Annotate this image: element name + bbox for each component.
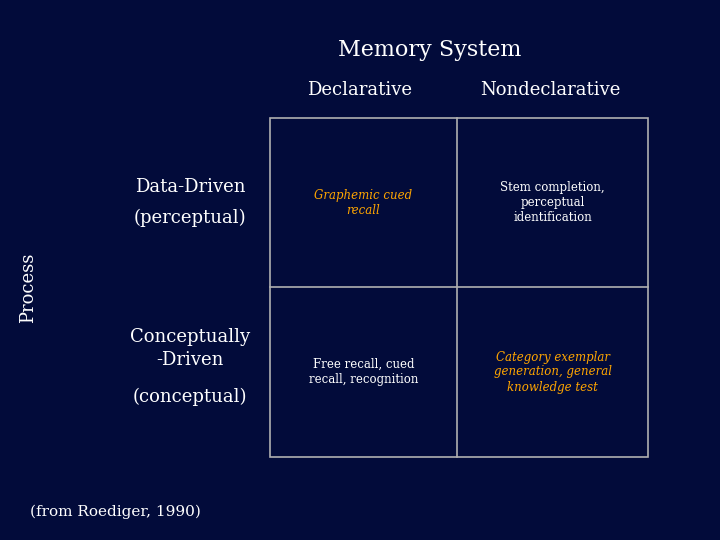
Text: Graphemic cued
recall: Graphemic cued recall	[315, 188, 413, 217]
Bar	[270, 118, 648, 457]
Text: (perceptual): (perceptual)	[134, 208, 246, 227]
Text: Declarative: Declarative	[307, 81, 413, 99]
Text: (from Roediger, 1990): (from Roediger, 1990)	[30, 505, 201, 519]
Text: Memory System: Memory System	[338, 39, 522, 61]
Text: Category exemplar
generation, general
knowledge test: Category exemplar generation, general kn…	[493, 350, 611, 394]
Text: Data-Driven: Data-Driven	[135, 179, 246, 197]
Text: (conceptual): (conceptual)	[132, 388, 247, 406]
Text: Stem completion,
perceptual
identification: Stem completion, perceptual identificati…	[500, 181, 605, 224]
Text: Process: Process	[19, 252, 37, 323]
Text: -Driven: -Driven	[156, 351, 224, 369]
Text: Nondeclarative: Nondeclarative	[480, 81, 620, 99]
Text: Conceptually: Conceptually	[130, 328, 250, 346]
Text: Free recall, cued
recall, recognition: Free recall, cued recall, recognition	[309, 358, 418, 386]
